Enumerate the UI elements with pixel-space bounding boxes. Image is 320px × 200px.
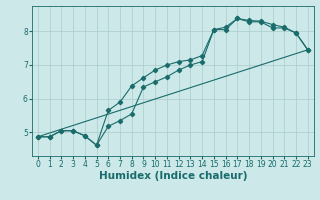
X-axis label: Humidex (Indice chaleur): Humidex (Indice chaleur) xyxy=(99,171,247,181)
